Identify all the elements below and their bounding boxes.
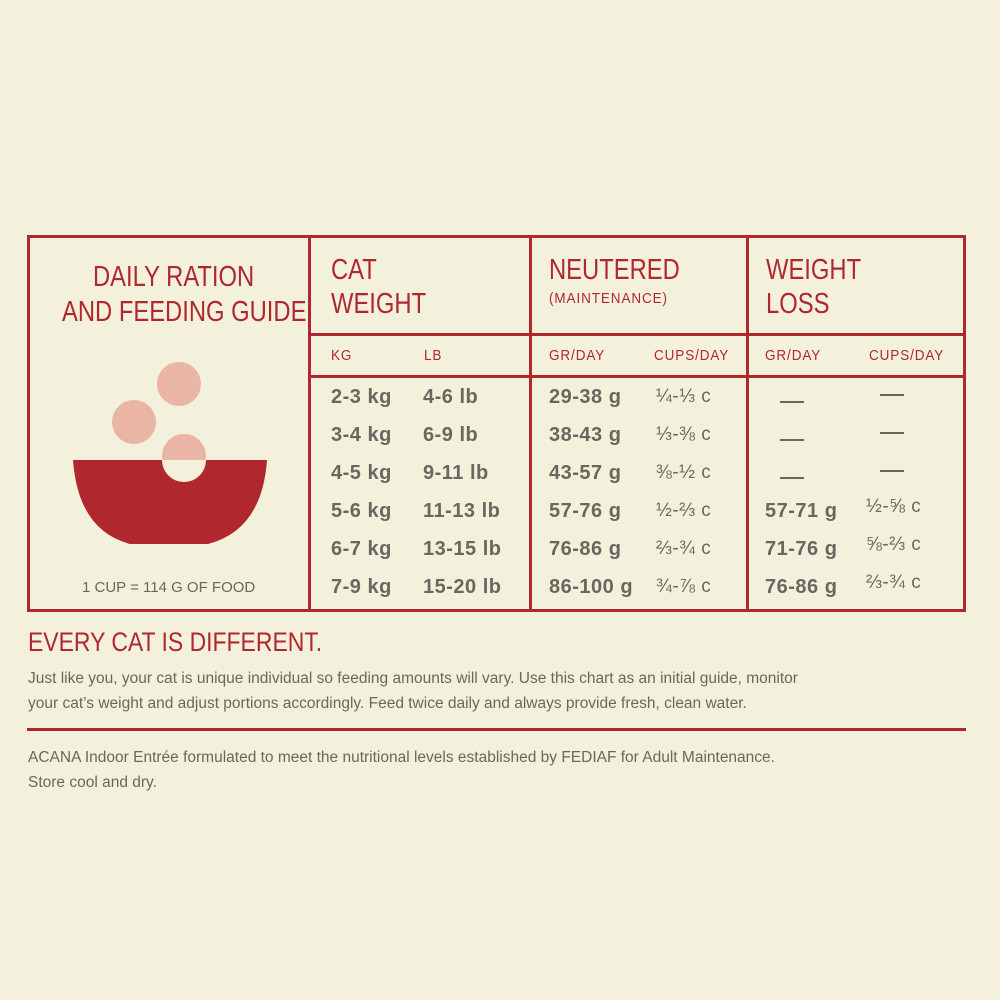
cell-w-gr: 71-76 g — [765, 538, 838, 560]
bowl-icon — [73, 460, 267, 544]
header-neutered-sub: (MAINTENANCE) — [549, 290, 668, 307]
cell-n-cups: ⅜-½ c — [656, 462, 712, 483]
cell-w-gr: 57-71 g — [765, 500, 838, 522]
notice-line1: Just like you, your cat is unique indivi… — [28, 670, 798, 687]
footer-line2: Store cool and dry. — [28, 774, 157, 791]
cell-kg: 7-9 kg — [331, 576, 392, 598]
empty-dash — [780, 439, 804, 441]
cell-lb: 13-15 lb — [423, 538, 502, 560]
bowl-with-kibble-icon — [73, 362, 267, 544]
cell-n-gr: 38-43 g — [549, 424, 622, 446]
cell-lb: 15-20 lb — [423, 576, 502, 598]
cup-note: 1 CUP = 114 G OF FOOD — [82, 579, 256, 596]
notice-line2: your cat’s weight and adjust portions ac… — [28, 695, 747, 712]
guide-title-line1: DAILY RATION — [93, 261, 255, 293]
cell-n-gr: 86-100 g — [549, 576, 634, 598]
kibble-icon — [157, 362, 201, 406]
subheader-kg: KG — [331, 347, 353, 364]
cell-n-gr: 43-57 g — [549, 462, 622, 484]
cell-n-gr: 29-38 g — [549, 386, 622, 408]
kibble-icon — [112, 400, 156, 444]
cell-kg: 3-4 kg — [331, 424, 392, 446]
cell-w-cups: ⅔-¾ c — [866, 572, 922, 593]
cell-kg: 6-7 kg — [331, 538, 392, 560]
cell-n-gr: 57-76 g — [549, 500, 622, 522]
subheader-loss-gr: GR/DAY — [765, 347, 822, 364]
feeding-table — [27, 235, 966, 612]
cell-n-cups: ¼-⅓ c — [656, 386, 712, 407]
cell-kg: 5-6 kg — [331, 500, 392, 522]
column-divider — [308, 235, 311, 612]
notice-heading: EVERY CAT IS DIFFERENT. — [28, 627, 323, 657]
header-weight-loss-1: WEIGHT — [766, 254, 862, 286]
header-cat-weight-1: CAT — [331, 254, 377, 286]
empty-dash — [880, 432, 904, 434]
subheader-neutered-cups: CUPS/DAY — [654, 347, 730, 364]
row-divider — [308, 333, 966, 336]
cell-n-gr: 76-86 g — [549, 538, 622, 560]
subheader-lb: LB — [424, 347, 443, 364]
row-divider — [308, 375, 966, 378]
divider — [27, 728, 966, 731]
subheader-loss-cups: CUPS/DAY — [869, 347, 945, 364]
cell-lb: 11-13 lb — [423, 500, 501, 522]
cell-w-cups: ⅝-⅔ c — [866, 534, 922, 555]
empty-dash — [880, 394, 904, 396]
subheader-neutered-gr: GR/DAY — [549, 347, 606, 364]
cell-kg: 4-5 kg — [331, 462, 392, 484]
cell-lb: 9-11 lb — [423, 462, 489, 484]
cell-w-cups: ½-⅝ c — [866, 496, 922, 517]
cell-lb: 6-9 lb — [423, 424, 479, 446]
guide-title-line2: AND FEEDING GUIDE — [62, 296, 307, 328]
cell-n-cups: ⅓-⅜ c — [656, 424, 712, 445]
cell-lb: 4-6 lb — [423, 386, 479, 408]
header-neutered: NEUTERED — [549, 254, 680, 286]
cell-w-gr: 76-86 g — [765, 576, 838, 598]
column-divider — [529, 235, 532, 612]
footer-line1: ACANA Indoor Entrée formulated to meet t… — [28, 749, 775, 766]
cell-n-cups: ⅔-¾ c — [656, 538, 712, 559]
column-divider — [746, 235, 749, 612]
empty-dash — [780, 477, 804, 479]
cell-n-cups: ½-⅔ c — [656, 500, 712, 521]
header-cat-weight-2: WEIGHT — [331, 288, 427, 320]
cell-kg: 2-3 kg — [331, 386, 392, 408]
empty-dash — [880, 470, 904, 472]
header-weight-loss-2: LOSS — [766, 288, 830, 320]
cell-n-cups: ¾-⅞ c — [656, 576, 712, 597]
empty-dash — [780, 401, 804, 403]
